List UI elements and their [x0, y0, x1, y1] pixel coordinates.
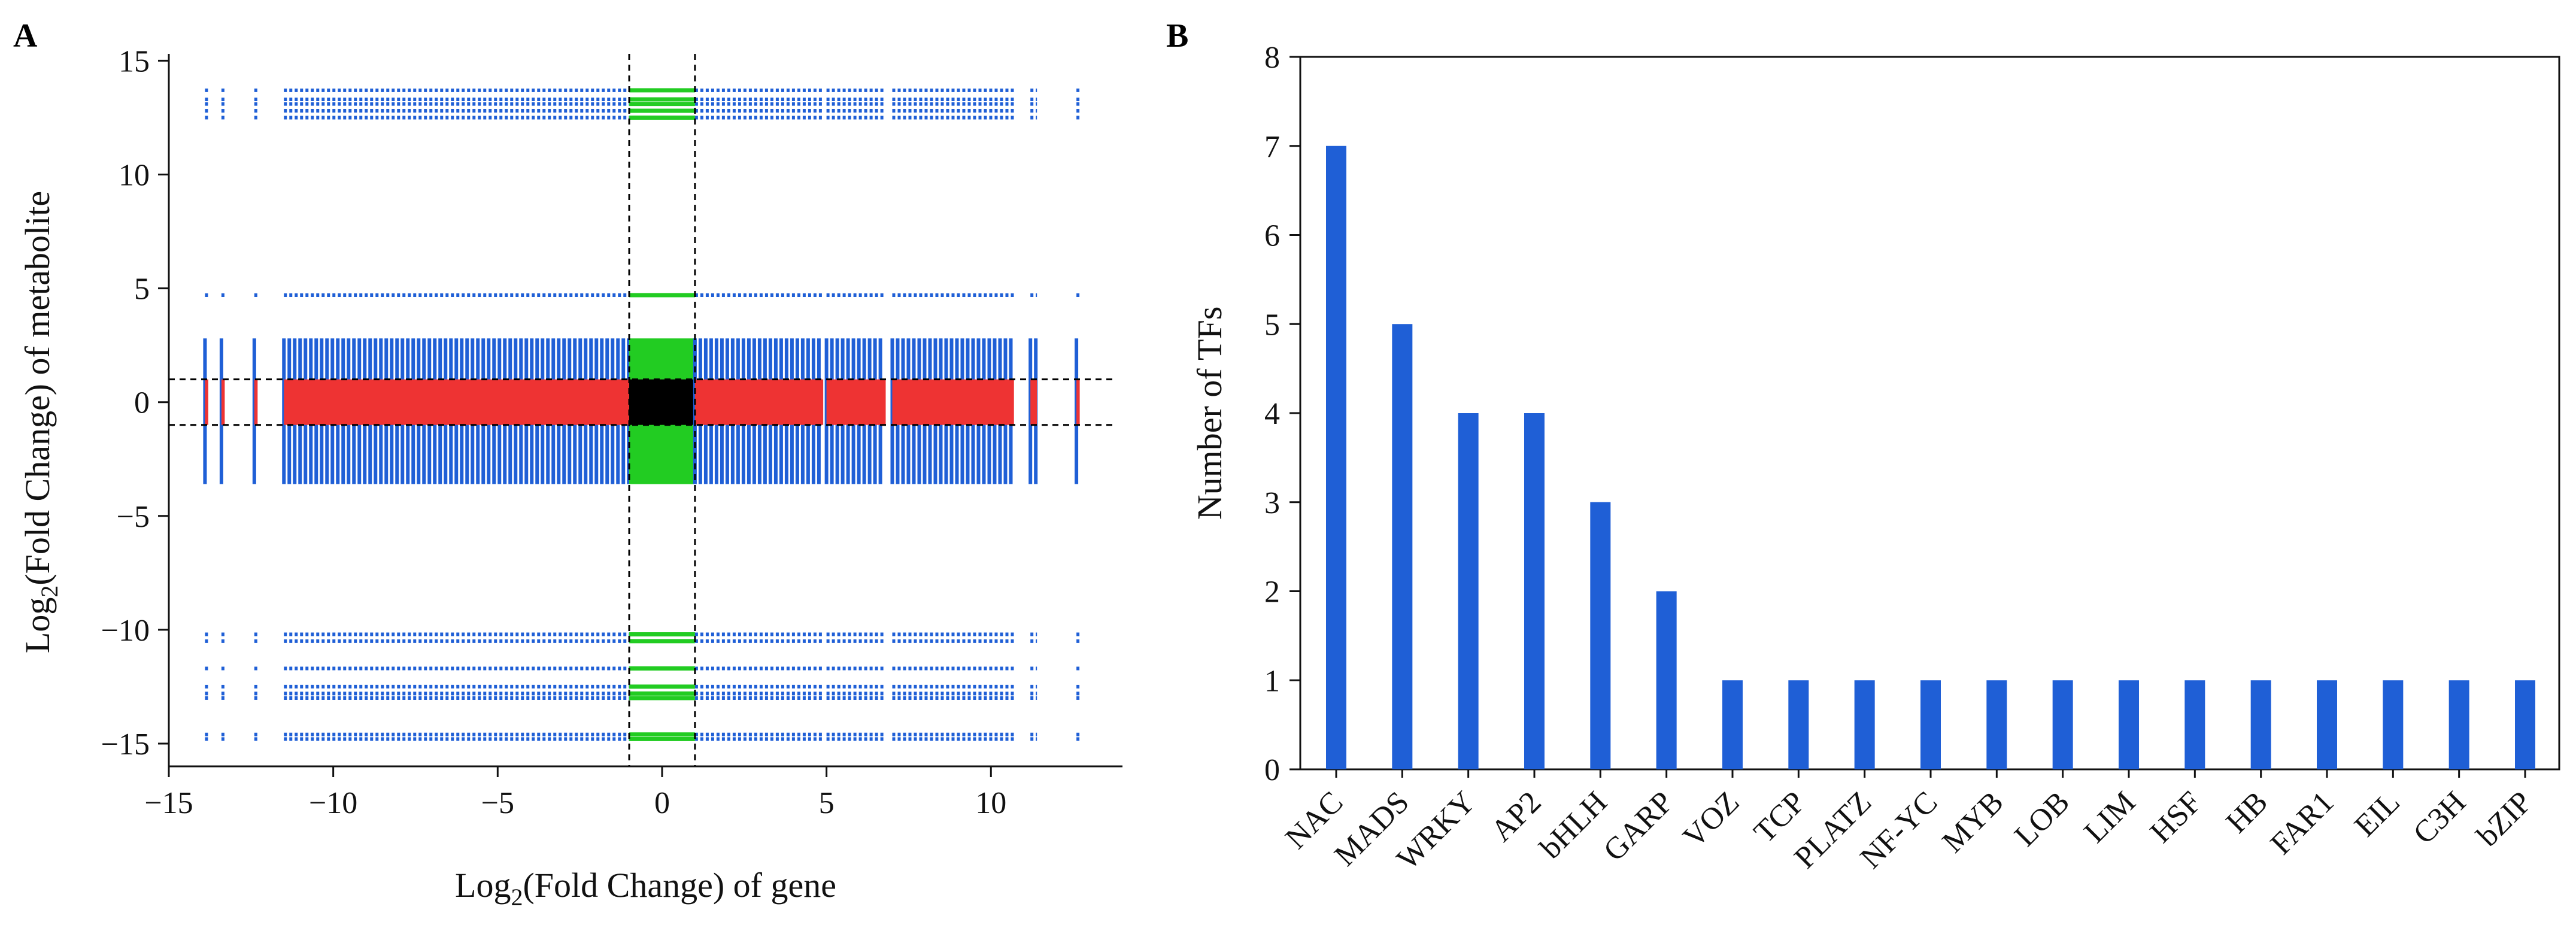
band-red-core	[284, 379, 630, 425]
y-tick-label: 1	[1264, 664, 1280, 698]
band-red-core	[1030, 379, 1037, 425]
bar-nf-yc	[1920, 680, 1941, 769]
bar-eil	[2383, 680, 2404, 769]
band-red-core	[892, 379, 1014, 425]
bar-lob	[2052, 680, 2073, 769]
x-tick-label: −15	[144, 786, 193, 820]
bar-hb	[2250, 680, 2271, 769]
plot-frame	[1299, 56, 2560, 771]
panel-label-b: B	[1166, 17, 1188, 54]
y-tick-label: 5	[134, 272, 150, 307]
band-red-core	[254, 379, 258, 425]
y-tick-label: −10	[101, 614, 150, 648]
y-tick-label: 0	[1264, 753, 1280, 787]
y-tick-label: −5	[117, 500, 150, 534]
y-tick-label: 4	[1264, 397, 1280, 431]
band-red-core	[205, 379, 208, 425]
x-tick-label: MYB	[1936, 785, 2010, 859]
bar-mads	[1392, 324, 1413, 769]
band-red-core	[694, 379, 824, 425]
bar-garp	[1656, 591, 1677, 769]
bar-myb	[1986, 680, 2007, 769]
x-tick-label: 5	[819, 786, 835, 820]
bar-voz	[1722, 680, 1743, 769]
y-tick-label: 6	[1264, 219, 1280, 253]
bar-tcp	[1788, 680, 1809, 769]
bar-c3h	[2448, 680, 2469, 769]
x-tick-label: −10	[309, 786, 357, 820]
y-axis-title: Number of TFs	[1190, 307, 1229, 520]
x-tick-label: bZIP	[2471, 785, 2539, 853]
y-tick-label: 8	[1264, 41, 1280, 75]
panel-a-scatter: −15 −10 −5 0 5 10 −15 −10 −5 0 5 10 15 Log2(Fold Chan…	[13, 17, 1122, 911]
y-tick-label: −15	[101, 727, 150, 762]
y-tick-label: 3	[1264, 486, 1280, 520]
y-tick-label: 5	[1264, 308, 1280, 342]
x-tick-label: NF-YC	[1854, 785, 1944, 875]
x-tick-label: 10	[975, 786, 1006, 820]
x-tick-label: LIM	[2078, 785, 2143, 850]
x-tick-label: GARP	[1597, 785, 1680, 868]
band-black-core	[629, 379, 695, 425]
band-red-core	[1076, 379, 1080, 425]
y-tick-label: 7	[1264, 130, 1280, 164]
bar-lim	[2119, 680, 2139, 769]
y-tick-label: 15	[119, 44, 150, 78]
x-axis-title: Log2(Fold Change) of gene	[455, 866, 836, 911]
x-tick-label: HB	[2220, 785, 2274, 839]
y-axis-title: Log2(Fold Change) of metabolite	[18, 191, 63, 653]
y-tick-label: 2	[1264, 575, 1280, 609]
bar-platz	[1854, 680, 1875, 769]
x-tick-label: FAR1	[2264, 785, 2340, 861]
x-tick-label: bHLH	[1534, 785, 1614, 865]
y-tick-label: 10	[119, 159, 150, 193]
bar-ap2	[1524, 413, 1545, 769]
bar-nac	[1326, 145, 1346, 769]
band-red-core	[826, 379, 886, 425]
bar-bzip	[2515, 680, 2535, 769]
bar-bhlh	[1590, 502, 1611, 769]
x-tick-label: 0	[654, 786, 670, 820]
x-tick-label: −5	[481, 786, 514, 820]
bar-hsf	[2184, 680, 2205, 769]
x-tick-label: EIL	[2348, 785, 2406, 843]
x-tick-label: C3H	[2407, 785, 2472, 851]
x-tick-label: LOB	[2008, 785, 2076, 853]
band-red-core	[221, 379, 225, 425]
y-tick-label: 0	[134, 386, 150, 420]
panel-label-a: A	[13, 17, 38, 54]
bar-far1	[2317, 680, 2337, 769]
x-tick-label: VOZ	[1677, 785, 1746, 854]
x-tick-label: HSF	[2144, 785, 2208, 850]
bar-wrky	[1458, 413, 1479, 769]
